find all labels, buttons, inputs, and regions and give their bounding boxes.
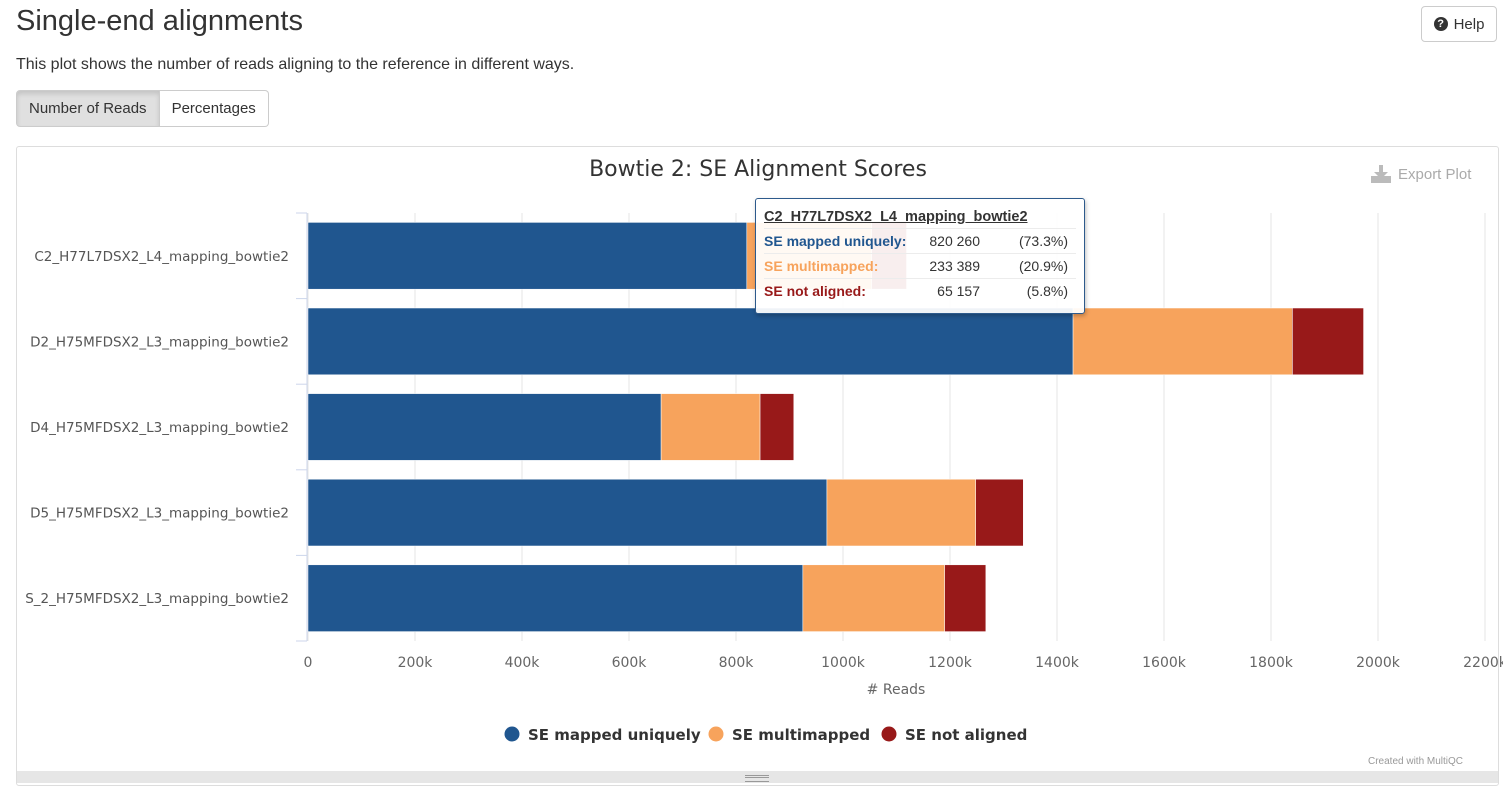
- x-tick-label: 1400k: [1035, 655, 1080, 671]
- percentages-button[interactable]: Percentages: [159, 90, 269, 127]
- multiqc-credit: Created with MultiQC: [1368, 756, 1464, 767]
- bar-segment[interactable]: [1292, 307, 1364, 376]
- help-button[interactable]: ? Help: [1421, 6, 1497, 42]
- data-toggle-group: Number of Reads Percentages: [16, 90, 269, 127]
- legend-item-label[interactable]: SE not aligned: [905, 726, 1027, 744]
- bar-segment[interactable]: [802, 564, 945, 632]
- bar-segment[interactable]: [307, 222, 748, 290]
- tooltip-percent: (73.3%): [1018, 233, 1068, 249]
- bar-segment[interactable]: [759, 393, 795, 461]
- x-tick-label: 400k: [505, 655, 541, 671]
- y-category-label: D4_H75MFDSX2_L3_mapping_bowtie2: [30, 420, 289, 436]
- x-tick-label: 800k: [719, 655, 755, 671]
- y-category-label: C2_H77L7DSX2_L4_mapping_bowtie2: [34, 249, 289, 265]
- x-tick-label: 1800k: [1249, 655, 1294, 671]
- y-category-label: S_2_H75MFDSX2_L3_mapping_bowtie2: [25, 591, 289, 607]
- tooltip-series-name: SE mapped uniquely:: [764, 233, 907, 249]
- tooltip-row: SE not aligned: 65 157 (5.8%): [764, 278, 1076, 303]
- plot-resize-handle[interactable]: [17, 771, 1498, 783]
- tooltip-percent: (20.9%): [1018, 258, 1068, 274]
- number-of-reads-button[interactable]: Number of Reads: [16, 90, 160, 127]
- bar-segment[interactable]: [1072, 307, 1293, 376]
- chart-tooltip: C2_H77L7DSX2_L4_mapping_bowtie2 SE mappe…: [755, 198, 1085, 314]
- section-description: This plot shows the number of reads alig…: [16, 56, 575, 73]
- legend-marker[interactable]: [708, 726, 724, 742]
- x-tick-label: 2200k: [1463, 655, 1503, 671]
- x-tick-label: 200k: [398, 655, 434, 671]
- x-tick-label: 600k: [612, 655, 648, 671]
- x-tick-label: 1600k: [1142, 655, 1187, 671]
- tooltip-percent: (5.8%): [1026, 283, 1068, 299]
- y-category-label: D2_H75MFDSX2_L3_mapping_bowtie2: [30, 334, 289, 350]
- bar-segment[interactable]: [944, 564, 987, 632]
- legend-marker[interactable]: [504, 726, 520, 742]
- bar-segment[interactable]: [307, 564, 804, 632]
- download-icon: [1371, 165, 1391, 183]
- tooltip-series-name: SE multimapped:: [764, 258, 879, 274]
- x-tick-label: 2000k: [1356, 655, 1401, 671]
- help-label: Help: [1453, 15, 1485, 33]
- tooltip-series-name: SE not aligned:: [764, 283, 866, 299]
- tooltip-row: SE mapped uniquely: 820 260 (73.3%): [764, 228, 1076, 253]
- grip-icon: [745, 775, 769, 782]
- legend-item-label[interactable]: SE mapped uniquely: [528, 726, 701, 744]
- tooltip-title: C2_H77L7DSX2_L4_mapping_bowtie2: [764, 209, 1028, 225]
- export-plot-label: Export Plot: [1398, 165, 1472, 183]
- legend-item-label[interactable]: SE multimapped: [732, 726, 870, 744]
- question-circle-icon: ?: [1433, 17, 1448, 31]
- export-plot-button[interactable]: Export Plot: [1370, 164, 1471, 184]
- bar-segment[interactable]: [975, 478, 1024, 547]
- y-category-label: D5_H75MFDSX2_L3_mapping_bowtie2: [30, 506, 289, 522]
- tooltip-value: 233 389: [929, 258, 980, 274]
- tooltip-value: 820 260: [929, 233, 980, 249]
- x-axis-label: # Reads: [867, 682, 926, 698]
- chart-title: Bowtie 2: SE Alignment Scores: [589, 157, 927, 182]
- bar-segment[interactable]: [307, 307, 1074, 376]
- section-title: Single-end alignments: [16, 5, 303, 37]
- bar-segment[interactable]: [307, 393, 662, 461]
- bar-segment[interactable]: [660, 393, 761, 461]
- tooltip-value: 65 157: [937, 283, 980, 299]
- x-tick-label: 0: [304, 655, 313, 671]
- legend-marker[interactable]: [881, 726, 897, 742]
- x-tick-label: 1000k: [821, 655, 866, 671]
- tooltip-row: SE multimapped: 233 389 (20.9%): [764, 253, 1076, 278]
- bar-segment[interactable]: [826, 478, 976, 547]
- bar-segment[interactable]: [307, 478, 828, 547]
- x-tick-label: 1200k: [928, 655, 973, 671]
